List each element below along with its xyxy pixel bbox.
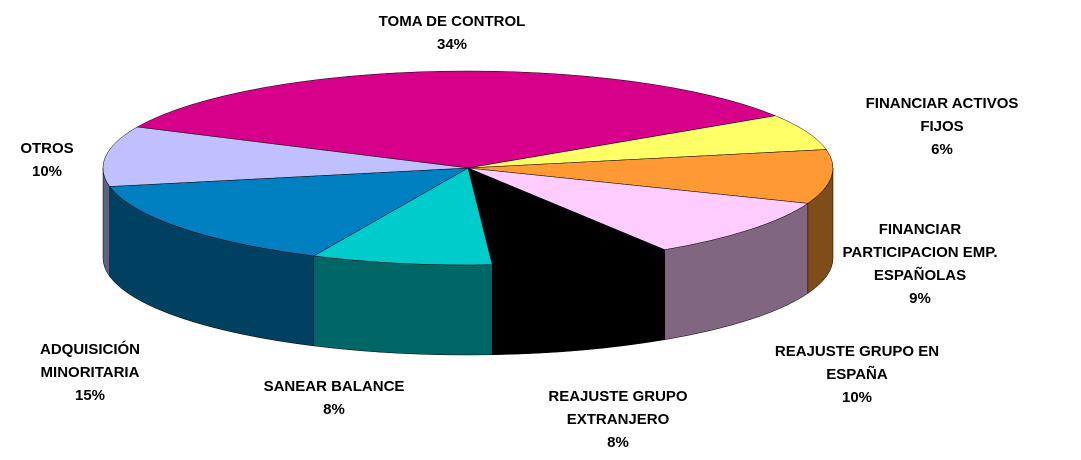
category-name: TOMA DE CONTROL: [378, 13, 526, 30]
slice-label: SANEAR BALANCE 8%: [234, 375, 434, 421]
percent-label: 10%: [841, 389, 873, 406]
slice: [467, 149, 834, 204]
category-name: REAJUSTE GRUPO EN ESPAÑA: [774, 343, 940, 383]
category-name: REAJUSTE GRUPO EXTRANJERO: [548, 388, 688, 428]
percent-label: 9%: [909, 290, 931, 307]
slice: [467, 115, 827, 169]
slice: [136, 70, 777, 169]
slice-label: OTROS 10%: [7, 137, 87, 183]
slice: [109, 167, 469, 257]
percent-label: 34%: [436, 36, 468, 53]
category-name: FINANCIAR ACTIVOS FIJOS: [865, 95, 1019, 135]
category-name: ADQUISICIÓN MINORITARIA: [39, 341, 140, 381]
slice-label: FINANCIAR ACTIVOS FIJOS 6%: [847, 92, 1037, 161]
slice-side: [313, 255, 493, 356]
category-name: OTROS: [20, 140, 74, 157]
slice-label: FINANCIAR PARTICIPACION EMP. ESPAÑOLAS 9%: [820, 218, 1020, 310]
slice-label: REAJUSTE GRUPO EXTRANJERO 8%: [538, 385, 698, 454]
percent-label: 15%: [74, 387, 106, 404]
percent-label: 6%: [931, 141, 953, 158]
percent-label: 10%: [31, 163, 63, 180]
slice: [102, 126, 469, 187]
slice: [467, 167, 666, 266]
category-name: FINANCIAR PARTICIPACION EMP. ESPAÑOLAS: [842, 221, 998, 284]
slice-label: TOMA DE CONTROL 34%: [322, 10, 582, 56]
slice-label: ADQUISICIÓN MINORITARIA 15%: [30, 338, 150, 407]
slice-side: [491, 249, 665, 356]
slice: [312, 167, 493, 266]
slice: [467, 167, 809, 250]
percent-label: 8%: [607, 434, 629, 451]
category-name: SANEAR BALANCE: [263, 378, 405, 395]
slice-label: REAJUSTE GRUPO EN ESPAÑA 10%: [767, 340, 947, 409]
percent-label: 8%: [323, 401, 345, 418]
